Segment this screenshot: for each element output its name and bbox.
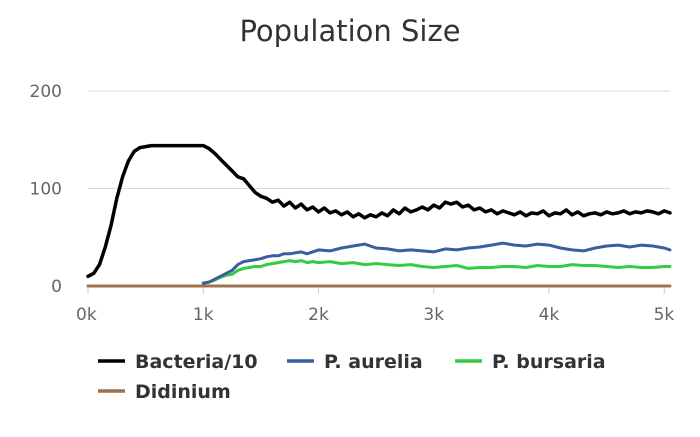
legend-label: P. aurelia (324, 351, 423, 373)
series-line-bacteria-10 (86, 143, 672, 279)
y-tick-label: 200 (30, 82, 62, 102)
x-tick-label: 5k (654, 305, 675, 325)
grid-lines (88, 90, 670, 287)
x-tick-label: 1k (193, 305, 214, 325)
x-axis: 0k 1k 2k 3k 4k 5k (76, 285, 675, 325)
x-tick-label: 4k (539, 305, 560, 325)
legend-item[interactable]: Bacteria/10 (98, 351, 258, 373)
x-tick-label: 3k (423, 305, 444, 325)
chart-title: Population Size (239, 14, 460, 48)
series-lines (86, 143, 672, 288)
legend-item[interactable]: P. aurelia (287, 351, 423, 373)
series-line-p-aurelia (201, 241, 672, 285)
legend-item[interactable]: Didinium (98, 381, 231, 403)
legend-label: P. bursaria (492, 351, 606, 373)
y-tick-label: 100 (30, 180, 62, 200)
legend-label: Bacteria/10 (135, 351, 258, 373)
legend[interactable]: Bacteria/10 P. aurelia P. bursaria Didinium (98, 351, 606, 403)
x-tick-label: 2k (308, 305, 329, 325)
x-tick-label: 0k (76, 305, 97, 325)
y-axis-ticks: 0 100 200 (30, 82, 62, 297)
legend-item[interactable]: P. bursaria (455, 351, 606, 373)
series-line-p-bursaria (201, 259, 672, 285)
legend-label: Didinium (135, 381, 231, 403)
y-tick-label: 0 (51, 277, 62, 297)
